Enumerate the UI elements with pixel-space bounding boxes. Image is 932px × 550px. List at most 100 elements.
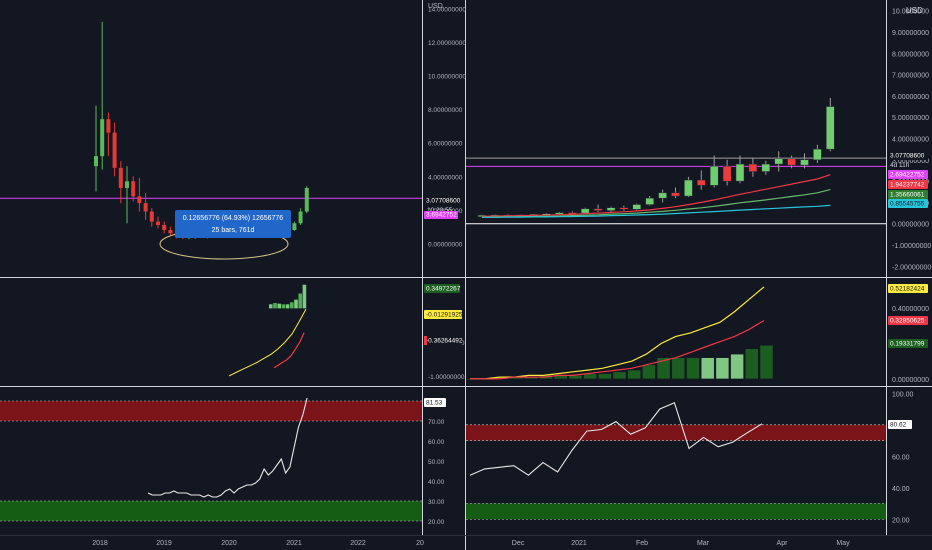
candle-body <box>735 163 745 182</box>
candle-body <box>658 192 667 199</box>
right-histogram-bar <box>642 364 656 380</box>
left-rsi-tick: 20.00 <box>428 519 445 526</box>
left-time-label: 20 <box>416 540 424 547</box>
right-rsi-label-bg <box>888 420 912 429</box>
candle-body <box>137 196 142 204</box>
candle-body <box>697 179 706 186</box>
candle-body <box>826 106 835 150</box>
candle-body <box>131 181 136 197</box>
right-price-tag-3: 1.35660061 <box>890 192 925 199</box>
candle-body <box>593 208 603 211</box>
right-price-tag-1-bg <box>888 170 928 179</box>
right-price-tag-0: 3.07708600 <box>890 153 925 160</box>
left-last-price: 3.07708600 <box>426 198 461 205</box>
candle-body <box>168 229 173 234</box>
left-time-label: 2021 <box>286 540 302 547</box>
candle-body <box>112 132 117 168</box>
candle-body <box>787 158 796 166</box>
left-price-tick: 0.00000000 <box>428 241 463 248</box>
right-price-tick: -1.00000000 <box>892 243 931 250</box>
right-rsi-tick: 100.00 <box>892 391 914 398</box>
candle-body <box>748 163 758 172</box>
left-macd-hist-label-bg <box>424 284 460 293</box>
right-price-tick: 0.00000000 <box>892 222 929 229</box>
right-time-label: Feb <box>636 540 648 547</box>
left-time-label: 2020 <box>221 540 237 547</box>
left-histogram-bar <box>273 302 277 309</box>
left-line-price: 3.6942752 <box>426 212 457 219</box>
left-rsi-tick: 60.00 <box>428 439 445 446</box>
left-price-tick: 8.00000000 <box>428 107 463 114</box>
right-macd-tick: 0.00000000 <box>892 377 929 384</box>
candle-body <box>156 221 160 225</box>
right-rsi-tick: 20.00 <box>892 517 910 524</box>
right-time-label: Dec <box>512 540 525 547</box>
right-macd-line-label: 0.52182424 <box>890 286 925 293</box>
right-overbought-zone <box>466 424 886 441</box>
right-signal-label: 0.32850625 <box>890 318 925 325</box>
left-line-price-bg <box>424 211 458 219</box>
right-price-tag-4: 0.85545755 <box>890 201 925 208</box>
candle-body <box>118 167 123 189</box>
right-histogram-bar <box>730 353 744 380</box>
right-price-tag-2-bg <box>888 180 928 189</box>
right-macd-tick: 0.40000000 <box>892 306 929 313</box>
left-price-tick: 4.00000000 <box>428 174 463 181</box>
left-histogram-bar <box>281 304 286 309</box>
left-rsi-tick: 40.00 <box>428 479 445 486</box>
price-tags: 3.07708600 10:20:553.6942752 0.34972267 -0.… <box>424 151 928 429</box>
candle-body <box>606 207 616 211</box>
left-rsi-label-bg <box>424 398 446 407</box>
series-ma_teal <box>482 204 831 218</box>
candle-body <box>619 207 629 210</box>
macd-lines <box>228 286 765 380</box>
left-histogram-bar <box>285 304 290 309</box>
left-price-tick: 12.00000000 <box>428 40 466 47</box>
candle-body <box>100 119 105 157</box>
right-price-tick: 6.00000000 <box>892 94 929 101</box>
left-histogram-bar <box>277 303 281 309</box>
left-rsi-tick: 50.00 <box>428 459 445 466</box>
time-axis[interactable]: 2018 2019 2020 2021 2022 20 Dec 2021 Feb Mar Apr Ma… <box>92 540 850 547</box>
right-signal-line <box>470 319 765 380</box>
right-price-tag-1: 2.69422752 <box>890 172 925 179</box>
left-signal-line <box>273 332 305 369</box>
right-currency-label[interactable]: USD <box>906 6 923 15</box>
series-ma_red <box>481 174 831 217</box>
right-time-label: 2021 <box>571 540 587 547</box>
left-last-time: 10:20:55 <box>427 207 453 214</box>
left-macd-histogram <box>269 284 307 309</box>
left-signal-label-bg <box>424 336 462 345</box>
right-price-tick: 10.0000000 <box>892 9 929 16</box>
right-time-label: Apr <box>777 540 789 547</box>
left-rsi-line <box>147 397 308 498</box>
right-histogram-bar <box>612 371 627 380</box>
right-price-tick: 3.00000000 <box>892 158 929 165</box>
left-signal-label: -0.36264492 <box>426 338 463 345</box>
right-price-tag-0-bg <box>888 151 928 160</box>
left-currency-label[interactable]: USD <box>428 3 443 10</box>
left-histogram-bar <box>298 293 302 309</box>
candle-body <box>645 197 654 205</box>
candle-body <box>684 179 693 197</box>
right-candles <box>477 98 835 217</box>
right-moving-averages <box>481 174 831 218</box>
candle-body <box>709 165 719 186</box>
candle-body <box>94 156 98 167</box>
measure-line1: 0.12656776 (64.93%) 12656776 <box>183 215 284 222</box>
right-macd-line-label-bg <box>888 284 928 293</box>
candle-body <box>292 223 297 230</box>
right-macd-hist-label-bg <box>888 339 928 348</box>
candle-body <box>143 203 148 212</box>
right-rsi-tick: 40.00 <box>892 486 910 493</box>
right-histogram-bar <box>759 345 774 380</box>
candle-body <box>761 163 771 172</box>
left-histogram-bar <box>302 284 307 309</box>
left-rsi-tick: 70.00 <box>428 419 445 426</box>
left-overbought-zone <box>0 401 422 421</box>
left-rsi-tick: 30.00 <box>428 499 445 506</box>
right-price-tick: 8.00000000 <box>892 51 929 58</box>
right-time-label: May <box>836 540 850 547</box>
candle-body <box>162 224 167 230</box>
left-macd-line-label-bg <box>424 310 462 319</box>
